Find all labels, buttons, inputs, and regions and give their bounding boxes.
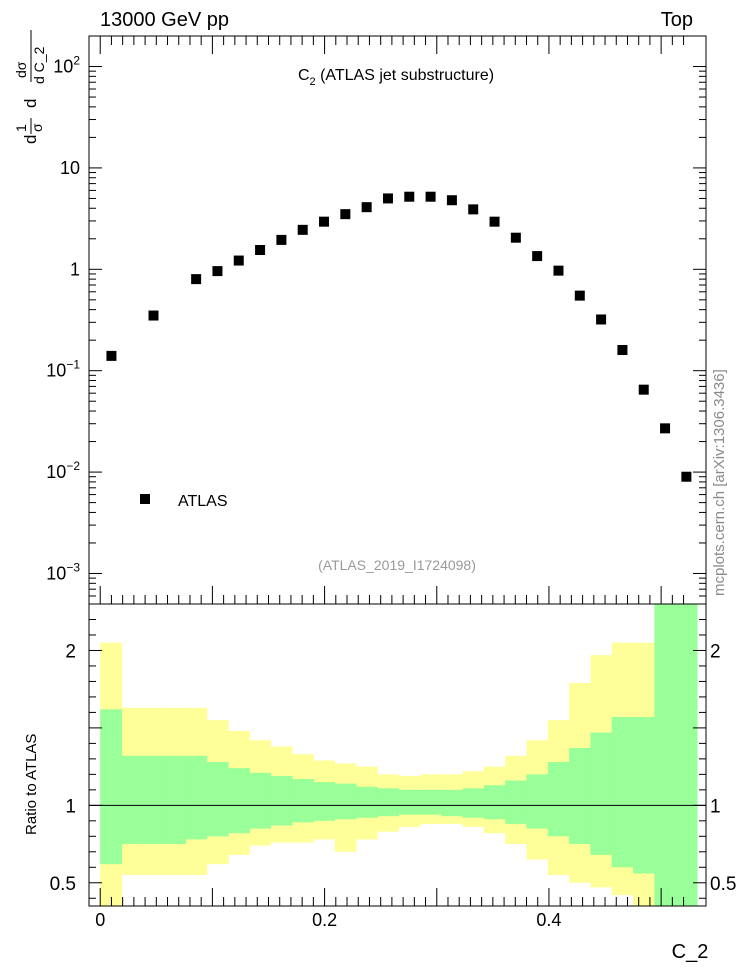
plot-title: C2 (ATLAS jet substructure) <box>298 67 494 88</box>
inner-band-bin <box>164 755 186 845</box>
lower-y-tick-label: 0.5 <box>50 874 76 895</box>
data-point <box>340 209 351 220</box>
data-point <box>468 204 479 215</box>
inner-band-bin <box>526 774 549 829</box>
upper-frame <box>88 35 707 605</box>
plot-title-main: C <box>298 67 310 84</box>
x-tick-label: 0 <box>95 910 105 930</box>
x-tick-label: 0.2 <box>312 910 337 930</box>
lower-y-tick-label: 1 <box>65 796 76 817</box>
data-point <box>276 234 287 245</box>
upper-y-tick-label: 1 <box>70 259 80 279</box>
ratio-axis-label: Ratio to ATLAS <box>23 734 40 835</box>
lower-y-tick-label-right: 2 <box>710 641 721 662</box>
inner-band-bin <box>398 789 421 815</box>
inner-band-bin <box>547 761 570 837</box>
x-ticks: 0 0.2 0.4 <box>95 36 685 930</box>
upper-y-tick-label: 10 <box>60 158 80 178</box>
ylabel-dsigma: dσ <box>13 61 29 78</box>
inner-band-bin <box>206 761 229 837</box>
inner-band-bin <box>334 783 357 820</box>
lower-frame <box>88 603 707 907</box>
data-point <box>106 350 117 361</box>
legend-marker <box>140 494 150 504</box>
y-axis-label: d 1 σ d dσ d C_2 <box>13 30 47 144</box>
inner-band-bin <box>270 775 293 826</box>
data-point <box>233 255 244 266</box>
x-tick-label: 0.4 <box>536 910 561 930</box>
data-point <box>319 216 330 227</box>
x-axis-label: C_2 <box>672 941 709 963</box>
data-markers <box>106 191 692 482</box>
uncertainty-bands <box>100 604 698 906</box>
upper-y-tick-label: 10−1 <box>46 358 80 381</box>
lower-y-tick-label-right: 0.5 <box>710 874 736 895</box>
data-point <box>510 232 521 243</box>
inner-band-bin <box>249 772 272 829</box>
data-point <box>382 193 393 204</box>
inner-band-bin <box>611 717 634 868</box>
data-point <box>596 314 607 325</box>
inner-band-bin <box>100 709 123 865</box>
data-point <box>660 423 671 434</box>
data-point <box>148 310 159 321</box>
ylabel-one: 1 <box>13 124 29 132</box>
inner-band-bin <box>441 789 464 817</box>
inner-band-bin <box>121 755 144 845</box>
upper-y-tick-label: 102 <box>53 54 80 77</box>
inner-band-bin <box>675 604 698 906</box>
data-point <box>191 274 202 285</box>
data-point <box>617 344 628 355</box>
inner-band-bin <box>483 785 506 820</box>
data-point <box>446 195 457 206</box>
data-point <box>297 224 308 235</box>
data-point <box>404 191 415 202</box>
ylabel-dC: d C_2 <box>31 46 47 84</box>
inner-band-bin <box>569 748 591 845</box>
legend-label: ATLAS <box>178 493 228 510</box>
inner-band-bin <box>505 780 528 824</box>
inner-band-bin <box>185 755 208 840</box>
side-label: mcplots.cern.ch [arXiv:1306.3436] <box>711 369 728 596</box>
inner-band-bin <box>462 788 485 818</box>
plot-title-subscript: 2 <box>310 76 316 88</box>
lower-y-tick-label: 2 <box>65 641 76 662</box>
data-point <box>489 216 500 227</box>
header-energy: 13000 GeV pp <box>100 9 229 31</box>
data-point <box>532 251 543 262</box>
ylabel-sigma: σ <box>29 123 45 132</box>
upper-y-tick-label: 10−2 <box>46 459 80 482</box>
plot-title-rest: (ATLAS jet substructure) <box>316 67 494 84</box>
upper-y-ticks: 102 10 1 10−1 10−2 10−3 <box>46 35 706 605</box>
inner-band-bin <box>228 768 250 834</box>
data-point <box>425 191 436 202</box>
header-process: Top <box>661 9 693 31</box>
inner-band-bin <box>633 717 655 874</box>
lower-y-tick-label-right: 1 <box>710 796 721 817</box>
data-point <box>212 266 223 277</box>
ylabel-d1: d <box>21 135 40 144</box>
data-point <box>255 245 266 256</box>
lower-panel: 0.5 0.5 1 1 2 2 0 0.2 0.4 Ratio to ATLAS C_2 <box>23 36 736 963</box>
inner-band-bin <box>654 604 677 906</box>
data-point <box>574 290 585 301</box>
data-point <box>553 265 564 276</box>
lower-y-ticks: 0.5 0.5 1 1 2 2 <box>50 618 736 899</box>
data-point <box>638 384 649 395</box>
inner-band-bin <box>419 789 442 815</box>
data-point <box>361 202 372 213</box>
inner-band-bin <box>590 732 613 855</box>
upper-y-tick-label: 10−3 <box>46 560 80 583</box>
data-point <box>681 471 692 482</box>
upper-panel: 102 10 1 10−1 10−2 10−3 C2 (ATLAS jet substru… <box>13 30 707 605</box>
inner-band-bin <box>355 786 378 818</box>
inner-band-bin <box>313 782 336 821</box>
inner-band-bin <box>377 788 400 817</box>
inner-band-bin <box>292 779 314 823</box>
analysis-reference: (ATLAS_2019_I1724098) <box>318 557 476 573</box>
legend: ATLAS <box>140 493 228 510</box>
ylabel-d2: d <box>21 99 40 108</box>
inner-band-bin <box>142 755 165 845</box>
